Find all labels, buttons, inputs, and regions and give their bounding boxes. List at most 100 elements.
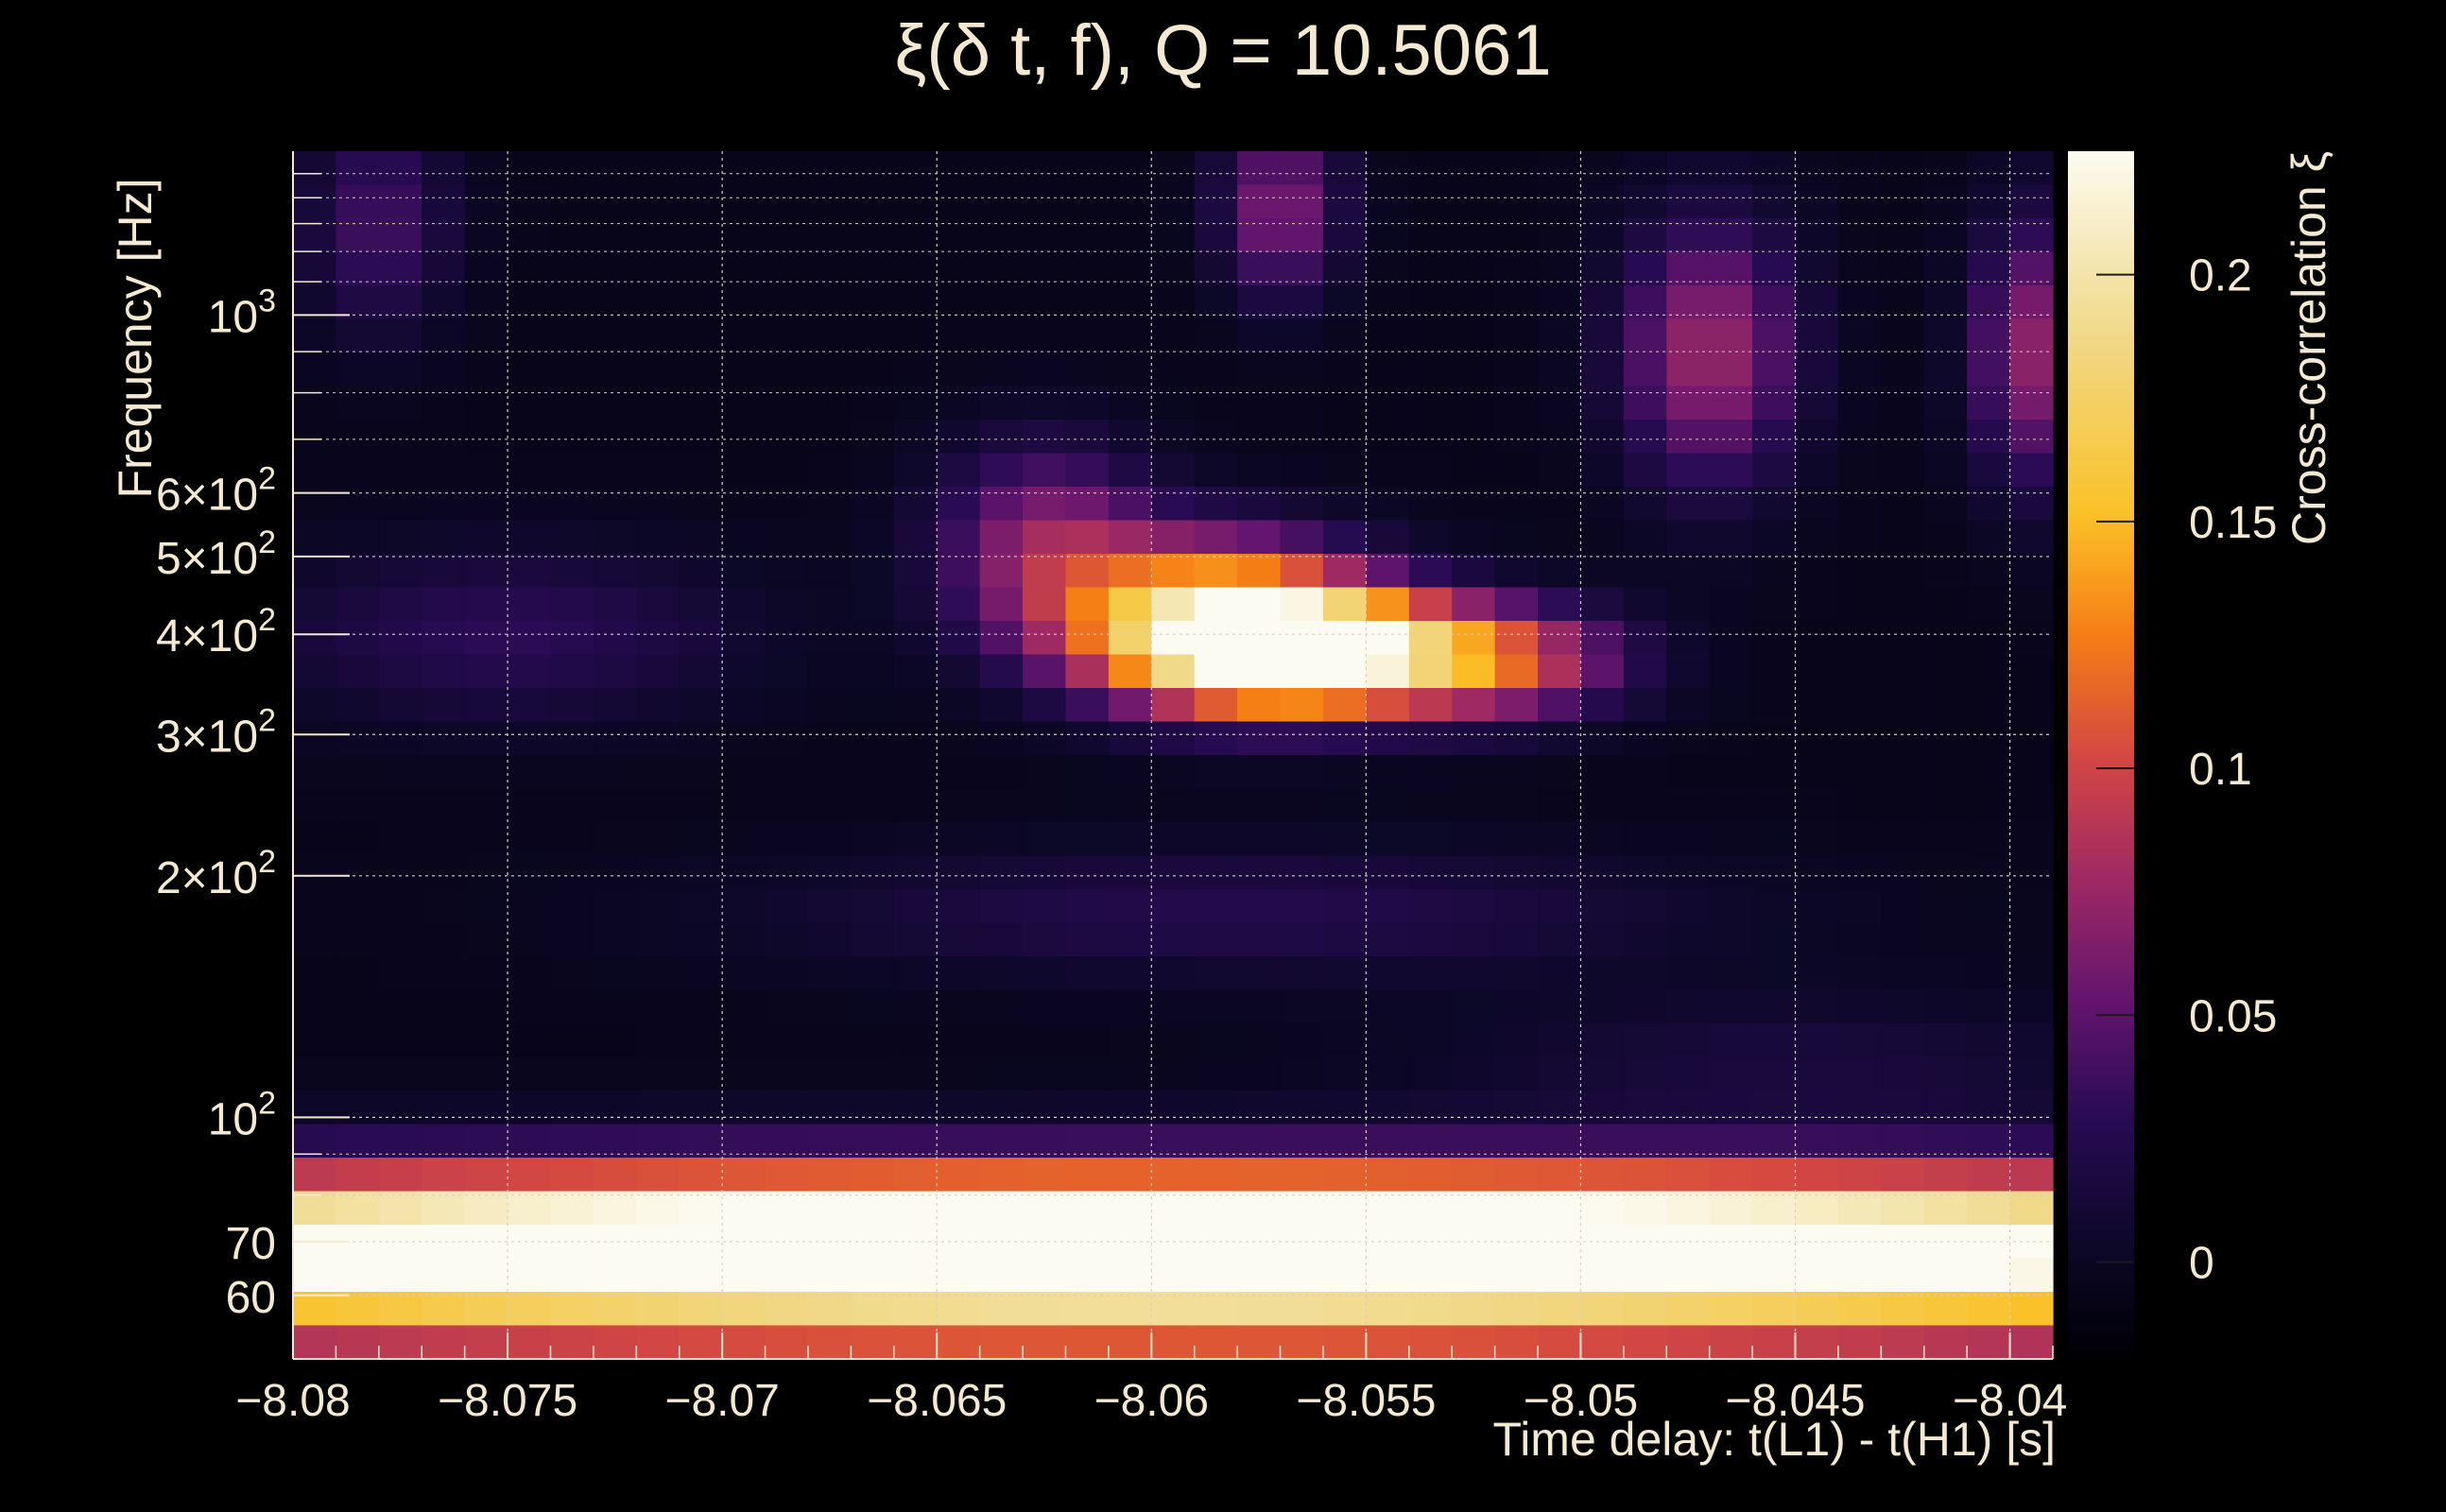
heatmap-cell: [550, 621, 594, 656]
heatmap-cell: [1837, 654, 1882, 689]
heatmap-cell: [2009, 453, 2054, 488]
heatmap-cell: [2009, 822, 2054, 857]
heatmap-cell: [1967, 755, 2011, 790]
heatmap-cell: [508, 621, 552, 656]
heatmap-cell: [1795, 1325, 1839, 1360]
heatmap-cell: [1108, 922, 1152, 957]
heatmap-cell: [464, 151, 508, 186]
heatmap-cell: [765, 285, 809, 320]
heatmap-cell: [1023, 151, 1067, 186]
heatmap-cell: [679, 1191, 723, 1226]
heatmap-cell: [1237, 956, 1282, 991]
heatmap-cell: [1837, 855, 1882, 890]
heatmap-cell: [765, 587, 809, 622]
heatmap-cell: [464, 251, 508, 286]
heatmap-cell: [1580, 1292, 1625, 1327]
heatmap-cell: [1280, 386, 1324, 421]
heatmap-cell: [593, 1258, 637, 1293]
heatmap-cell: [1580, 1325, 1625, 1360]
heatmap-cell: [1366, 822, 1410, 857]
heatmap-cell: [1280, 1258, 1324, 1293]
heatmap-cell: [1023, 1091, 1067, 1125]
heatmap-cell: [1538, 352, 1582, 387]
heatmap-cell: [1923, 587, 1968, 622]
heatmap-cell: [1108, 1124, 1152, 1159]
heatmap-cell: [1280, 1023, 1324, 1058]
heatmap-cell: [1237, 621, 1282, 656]
heatmap-cell: [2009, 1325, 2054, 1360]
heatmap-cell: [1666, 520, 1711, 555]
heatmap-cell: [851, 285, 895, 320]
heatmap-cell: [1194, 956, 1238, 991]
heatmap-cell: [1408, 822, 1453, 857]
heatmap-cell: [1237, 755, 1282, 790]
heatmap-cell: [1108, 822, 1152, 857]
heatmap-cell: [1366, 654, 1410, 689]
heatmap-cell: [1408, 956, 1453, 991]
heatmap-cell: [893, 1325, 938, 1360]
heatmap-cell: [1494, 1023, 1539, 1058]
heatmap-cell: [550, 1325, 594, 1360]
heatmap-cell: [1194, 554, 1238, 589]
heatmap-cell: [1709, 889, 1753, 924]
heatmap-cell: [1538, 989, 1582, 1024]
heatmap-cell: [1108, 621, 1152, 656]
heatmap-cell: [679, 621, 723, 656]
heatmap-cell: [1923, 352, 1968, 387]
heatmap-cell: [2009, 352, 2054, 387]
heatmap-cell: [508, 1023, 552, 1058]
heatmap-cell: [336, 1292, 380, 1327]
heatmap-cell: [636, 621, 680, 656]
heatmap-cell: [1923, 1057, 1968, 1091]
heatmap-cell: [1795, 1091, 1839, 1125]
heatmap-cell: [636, 956, 680, 991]
heatmap-cell: [893, 251, 938, 286]
heatmap-cell: [1366, 922, 1410, 957]
colorbar-tick-label: 0.05: [2189, 991, 2277, 1041]
heatmap-cell: [979, 1057, 1024, 1091]
heatmap-cell: [550, 956, 594, 991]
heatmap-cell: [550, 386, 594, 421]
heatmap-cell: [378, 285, 422, 320]
heatmap-cell: [937, 989, 981, 1024]
heatmap-cell: [893, 788, 938, 823]
heatmap-cell: [422, 587, 466, 622]
heatmap-cell: [1538, 386, 1582, 421]
heatmap-cell: [1194, 1023, 1238, 1058]
heatmap-cell: [1580, 184, 1625, 219]
heatmap-cell: [1538, 654, 1582, 689]
heatmap-cell: [1366, 151, 1410, 186]
heatmap-cell: [1837, 688, 1882, 723]
heatmap-cell: [937, 922, 981, 957]
heatmap-cell: [336, 453, 380, 488]
heatmap-cell: [1023, 654, 1067, 689]
heatmap-cell: [1538, 184, 1582, 219]
heatmap-cell: [851, 1158, 895, 1193]
heatmap-cell: [851, 453, 895, 488]
heatmap-cell: [1881, 251, 1925, 286]
heatmap-cell: [1881, 1158, 1925, 1193]
heatmap-cell: [550, 487, 594, 522]
heatmap-cell: [1795, 520, 1839, 555]
heatmap-cell: [722, 688, 767, 723]
heatmap-cell: [1194, 1325, 1238, 1360]
heatmap-cell: [1623, 453, 1667, 488]
heatmap-cell: [1452, 989, 1496, 1024]
heatmap-cell: [1666, 420, 1711, 455]
heatmap-cell: [2009, 554, 2054, 589]
heatmap-cell: [593, 184, 637, 219]
heatmap-cell: [1452, 352, 1496, 387]
heatmap-cell: [508, 1225, 552, 1260]
heatmap-cell: [765, 822, 809, 857]
heatmap-cell: [1752, 420, 1797, 455]
heatmap-cell: [1366, 1158, 1410, 1193]
heatmap-cell: [1366, 755, 1410, 790]
heatmap-cell: [1881, 1191, 1925, 1226]
heatmap-cell: [851, 956, 895, 991]
heatmap-cell: [422, 184, 466, 219]
heatmap-cell: [1408, 1325, 1453, 1360]
heatmap-cell: [1494, 1258, 1539, 1293]
heatmap-cell: [765, 1091, 809, 1125]
heatmap-cell: [722, 889, 767, 924]
heatmap-cell: [1752, 554, 1797, 589]
